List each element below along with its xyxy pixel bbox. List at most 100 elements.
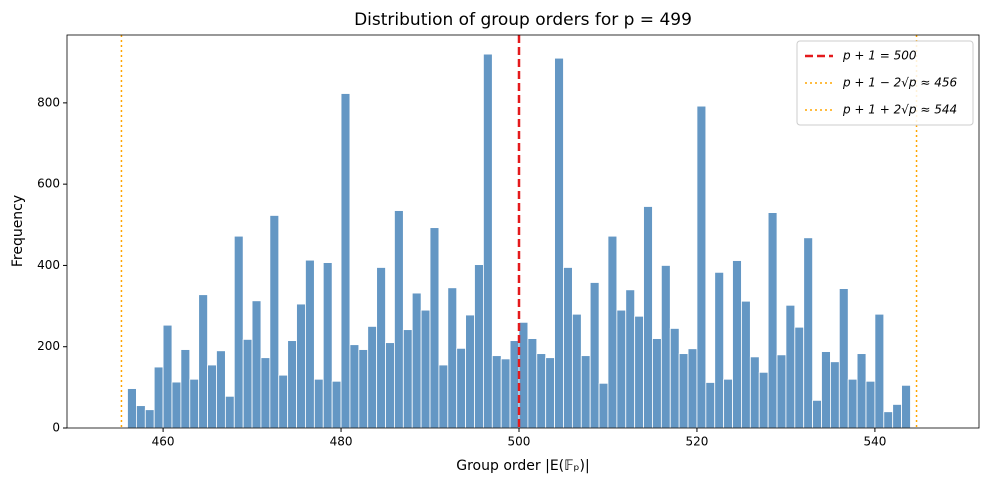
bar <box>509 340 520 429</box>
bar <box>456 347 467 429</box>
bar <box>331 380 342 429</box>
bar <box>465 314 475 429</box>
bar <box>518 321 529 429</box>
bar <box>127 388 137 429</box>
bar <box>144 409 155 429</box>
bar <box>189 378 200 429</box>
bar <box>660 265 671 429</box>
bar <box>571 313 582 429</box>
bar <box>785 304 796 429</box>
bar <box>865 380 876 429</box>
bar <box>296 303 306 429</box>
bar <box>714 271 725 429</box>
legend-label: p + 1 + 2√p ≈ 544 <box>842 103 957 117</box>
bar <box>340 93 351 429</box>
bar <box>856 353 867 429</box>
bar <box>607 235 618 429</box>
bar <box>847 378 858 429</box>
bar <box>411 292 422 429</box>
bar <box>687 348 698 429</box>
bar <box>233 235 244 429</box>
bar <box>322 262 333 429</box>
bar <box>207 364 217 429</box>
bar <box>678 353 689 429</box>
bar <box>812 399 822 429</box>
bar <box>901 384 911 429</box>
bar <box>625 289 636 429</box>
legend-label: p + 1 − 2√p ≈ 456 <box>842 76 957 90</box>
y-tick-label: 400 <box>37 258 60 272</box>
bar <box>892 404 902 429</box>
y-tick-label: 800 <box>37 95 60 109</box>
bar <box>180 349 191 429</box>
bar <box>278 374 289 429</box>
bar <box>313 378 324 429</box>
x-tick-label: 540 <box>863 435 886 449</box>
bar <box>162 324 173 429</box>
legend: p + 1 = 500 p + 1 − 2√p ≈ 456 p + 1 + 2√p … <box>796 40 974 126</box>
bar <box>429 227 440 429</box>
bar <box>652 338 662 429</box>
bar <box>536 353 547 429</box>
bar <box>136 405 146 429</box>
bar <box>883 411 894 429</box>
bar <box>367 325 378 429</box>
bar <box>669 328 680 429</box>
bar <box>589 282 600 429</box>
bar <box>634 315 644 429</box>
chart-title: Distribution of group orders for p = 499 <box>354 10 692 30</box>
bar <box>527 338 538 429</box>
bar <box>242 339 253 429</box>
bar <box>830 361 840 429</box>
bar <box>803 237 814 429</box>
y-tick-label: 600 <box>37 177 60 191</box>
bar <box>216 350 226 429</box>
plot-frame <box>66 34 980 429</box>
bar <box>776 354 787 429</box>
bar <box>438 364 449 429</box>
legend-box <box>796 40 974 126</box>
bar <box>545 357 555 429</box>
bar <box>483 53 493 429</box>
bar <box>394 210 404 429</box>
x-tick-label: 500 <box>508 435 531 449</box>
bar <box>598 382 609 429</box>
bar <box>705 382 716 429</box>
bar <box>723 378 733 429</box>
bar <box>260 357 271 429</box>
bar <box>767 212 778 429</box>
x-tick-label: 480 <box>330 435 353 449</box>
bar <box>749 356 760 429</box>
bar <box>500 358 511 429</box>
bar <box>358 349 369 429</box>
y-axis-label: Frequency <box>10 195 26 267</box>
bar <box>554 57 564 429</box>
x-tick-label: 460 <box>152 435 175 449</box>
bar <box>696 105 707 429</box>
bar <box>251 300 262 429</box>
bar <box>874 313 885 429</box>
legend-label: p + 1 = 500 <box>842 49 917 63</box>
bar <box>269 215 280 429</box>
bar <box>732 260 742 429</box>
bar <box>643 206 653 429</box>
bar <box>198 294 208 429</box>
bar <box>224 395 235 429</box>
bar <box>153 366 164 429</box>
x-axis-label: Group order |E(𝔽ₚ)| <box>456 458 589 474</box>
bar <box>305 259 315 429</box>
bar <box>447 287 458 429</box>
bar <box>758 371 769 429</box>
bar <box>171 381 182 429</box>
bar <box>402 329 413 429</box>
bar <box>563 267 573 429</box>
bar <box>385 342 395 429</box>
bar <box>474 264 484 429</box>
bar <box>420 309 431 429</box>
bar <box>821 351 831 429</box>
bar <box>741 300 751 429</box>
bar <box>580 355 591 429</box>
x-tick-label: 520 <box>685 435 708 449</box>
bar <box>838 288 849 429</box>
